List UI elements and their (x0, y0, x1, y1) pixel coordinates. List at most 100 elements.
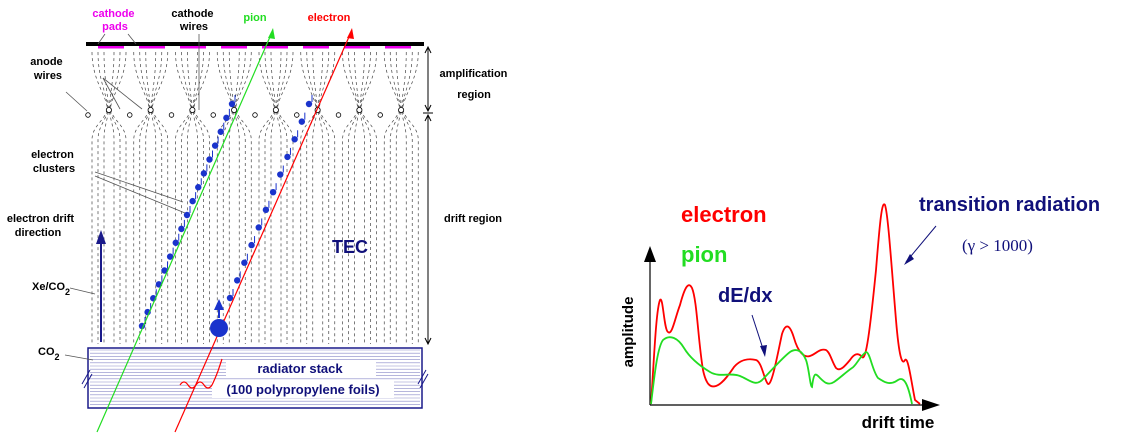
anode-wires-leader-1 (102, 77, 143, 110)
drift-region-arrow (424, 113, 432, 346)
gamma-condition-label: (γ > 1000) (962, 236, 1033, 255)
pion-cluster (228, 100, 236, 108)
anode-wire (147, 107, 154, 114)
pion-cluster (223, 114, 230, 122)
cathode-pad (180, 46, 206, 49)
anode-wire (105, 107, 112, 114)
y-axis-arrowhead (644, 246, 656, 262)
electron-cluster (284, 153, 291, 161)
electron-clusters-label: electron clusters (31, 149, 77, 175)
anode-wires-leader-3 (65, 91, 88, 112)
drift-region-label: drift region (444, 213, 502, 225)
amplification-region-label: amplification region (440, 68, 511, 101)
field-line (401, 51, 407, 344)
cathode-pad (139, 46, 165, 49)
cathode-wire (294, 112, 300, 118)
field-line (109, 51, 115, 344)
field-line (360, 51, 377, 344)
pion-cluster (206, 156, 213, 163)
pion-cluster (211, 142, 219, 149)
tr-photon-wave (179, 358, 223, 389)
anode-wire (398, 107, 405, 114)
pion-cluster (178, 225, 185, 233)
pion-cluster-track (138, 95, 236, 330)
anode-wires-leader-2 (102, 77, 121, 110)
field-line (97, 51, 109, 344)
electron-cluster (233, 277, 241, 284)
clusters-leader-1 (94, 171, 184, 203)
radiator-label-box (226, 360, 376, 376)
field-line (109, 51, 121, 344)
electron-drift-direction-label: electron drift direction (7, 213, 77, 239)
electron-cluster (226, 294, 234, 302)
radiator-foils-box (212, 380, 394, 398)
tr-pointer-arrowhead (904, 254, 914, 265)
field-line (318, 51, 336, 344)
cathode-pad (262, 46, 288, 49)
field-line (276, 51, 282, 344)
cathode-plane (86, 42, 424, 46)
detector-diagram: cathode pads cathode wires pion electron… (7, 8, 511, 433)
radiator-foils-label: (100 polypropylene foils) (226, 382, 379, 397)
dedx-pointer-arrowhead (760, 345, 767, 357)
amplification-region-arrow (423, 45, 433, 114)
electron-cluster (305, 100, 313, 108)
field-line (264, 51, 276, 344)
electron-cluster (298, 118, 306, 125)
cathode-wire (377, 112, 383, 118)
cathode-wire (252, 112, 258, 118)
field-line (402, 51, 419, 344)
dedx-label: dE/dx (718, 285, 772, 307)
electron-legend-label: electron (681, 202, 767, 227)
pion-cluster (217, 128, 224, 135)
cathode-wire (168, 112, 175, 118)
field-line (383, 51, 400, 344)
field-line (318, 51, 330, 344)
field-line (354, 51, 360, 344)
electron-label: electron (308, 12, 351, 24)
electron-cluster (262, 206, 270, 214)
field-line (312, 51, 318, 344)
electron-cluster (291, 136, 298, 143)
pion-cluster (161, 267, 168, 274)
pion-label: pion (243, 12, 266, 24)
field-line (277, 51, 294, 344)
signal-plot: electron pion transition radiation (γ > … (620, 194, 1100, 432)
pion-track-arrowhead (268, 28, 275, 39)
cathode-pad (98, 46, 124, 49)
drift-direction-arrowhead (96, 230, 106, 244)
electron-cluster (269, 188, 277, 196)
field-line (91, 51, 108, 344)
field-line (133, 51, 150, 344)
field-line (300, 51, 317, 344)
pion-cluster (172, 239, 179, 246)
field-line (193, 51, 204, 344)
pion-signal-curve (650, 336, 913, 405)
cathode-wire (335, 112, 342, 118)
electron-track (174, 29, 353, 433)
field-line (317, 51, 324, 344)
pion-track (96, 29, 274, 433)
wire-field (85, 51, 419, 344)
field-line (395, 51, 401, 344)
electron-cluster-track (226, 95, 313, 302)
clusters-leader-2 (94, 175, 186, 214)
cathode-pad (303, 46, 329, 49)
anode-wire (231, 107, 238, 114)
y-axis-label: amplitude (620, 297, 637, 368)
field-line (181, 51, 192, 344)
pion-legend-label: pion (681, 242, 727, 267)
electron-cluster (277, 171, 284, 178)
tr-cluster-arrowhead (214, 299, 224, 310)
pion-cluster (195, 184, 202, 191)
electron-cluster (241, 259, 248, 266)
electron-cluster (248, 241, 255, 249)
cathode-wire (127, 112, 133, 118)
co2-leader (64, 354, 94, 361)
pads-leader-1 (97, 33, 106, 45)
field-line (187, 51, 193, 344)
cathode-pad (344, 46, 370, 49)
pion-cluster (183, 211, 191, 219)
pion-cluster (200, 170, 208, 177)
